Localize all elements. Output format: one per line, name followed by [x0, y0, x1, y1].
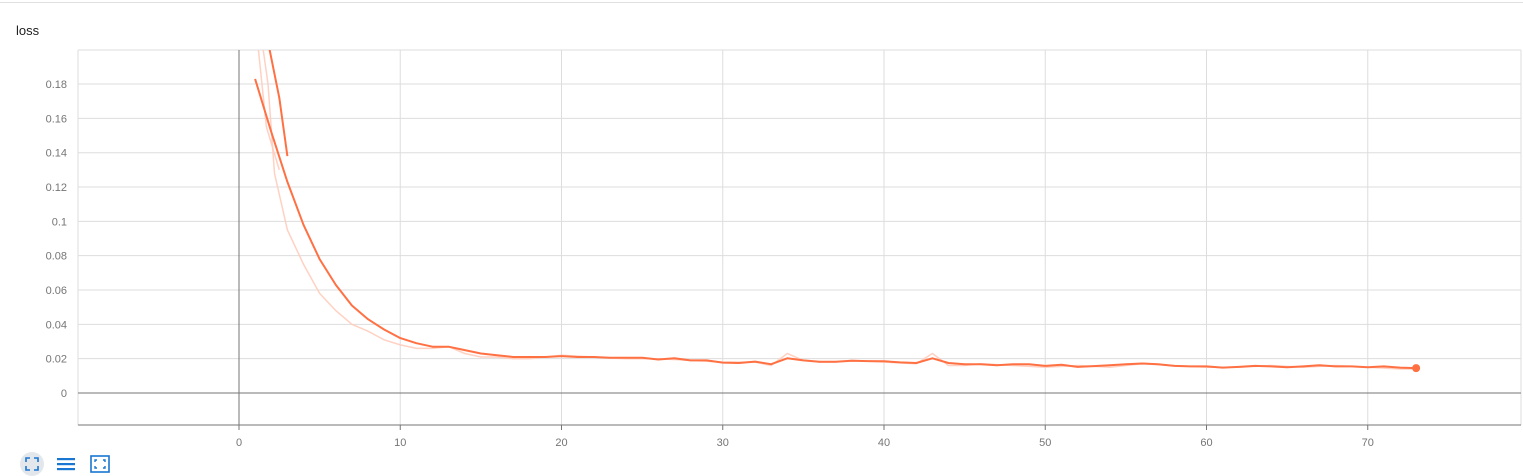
smoothed-loss-series-line	[254, 78, 1417, 370]
chart-title: loss	[16, 23, 40, 38]
x-tick-label: 20	[555, 437, 567, 449]
y-tick-label: 0.06	[46, 285, 67, 297]
y-tick-label: 0.16	[46, 113, 67, 125]
series-lines	[254, 50, 1417, 370]
loss-chart[interactable]: 0 0.02 0.04 0.06 0.08 0.1 0.12 0.14 0.16 0.18 0 10 2…	[0, 0, 1523, 450]
x-tick-label: 10	[394, 437, 406, 449]
toggle-log-scale-button[interactable]	[54, 452, 78, 476]
axes	[78, 50, 1521, 430]
y-tick-label: 0	[61, 388, 67, 400]
list-icon	[57, 458, 75, 471]
x-tick-label: 50	[1039, 437, 1051, 449]
y-tick-label: 0.1	[52, 216, 67, 228]
card-top-divider	[0, 2, 1523, 3]
raw-loss-series-line	[257, 50, 281, 171]
chart-toolbar	[20, 452, 112, 476]
y-tick-label: 0.18	[46, 79, 67, 91]
x-tick-label: 30	[717, 437, 729, 449]
raw-loss-series-line	[262, 50, 1417, 370]
fit-domain-icon	[90, 455, 110, 473]
tick-labels: 0 0.02 0.04 0.06 0.08 0.1 0.12 0.14 0.16 0.18 0 10 2…	[46, 79, 1374, 449]
series-markers	[1412, 364, 1421, 373]
y-tick-label: 0.08	[46, 251, 67, 263]
y-tick-label: 0.14	[46, 148, 67, 160]
grid-lines	[77, 49, 1522, 425]
y-tick-label: 0.12	[46, 182, 67, 194]
x-tick-label: 40	[878, 437, 890, 449]
smoothed-loss-series-line	[268, 50, 289, 157]
x-tick-label: 0	[236, 437, 242, 449]
toggle-expanded-button[interactable]	[20, 452, 44, 476]
fit-domain-button[interactable]	[88, 452, 112, 476]
y-tick-label: 0.02	[46, 354, 67, 366]
x-tick-label: 70	[1362, 437, 1374, 449]
y-tick-label: 0.04	[46, 319, 67, 331]
x-tick-label: 60	[1200, 437, 1212, 449]
series-end-marker	[1412, 364, 1421, 373]
fullscreen-icon	[25, 457, 39, 471]
